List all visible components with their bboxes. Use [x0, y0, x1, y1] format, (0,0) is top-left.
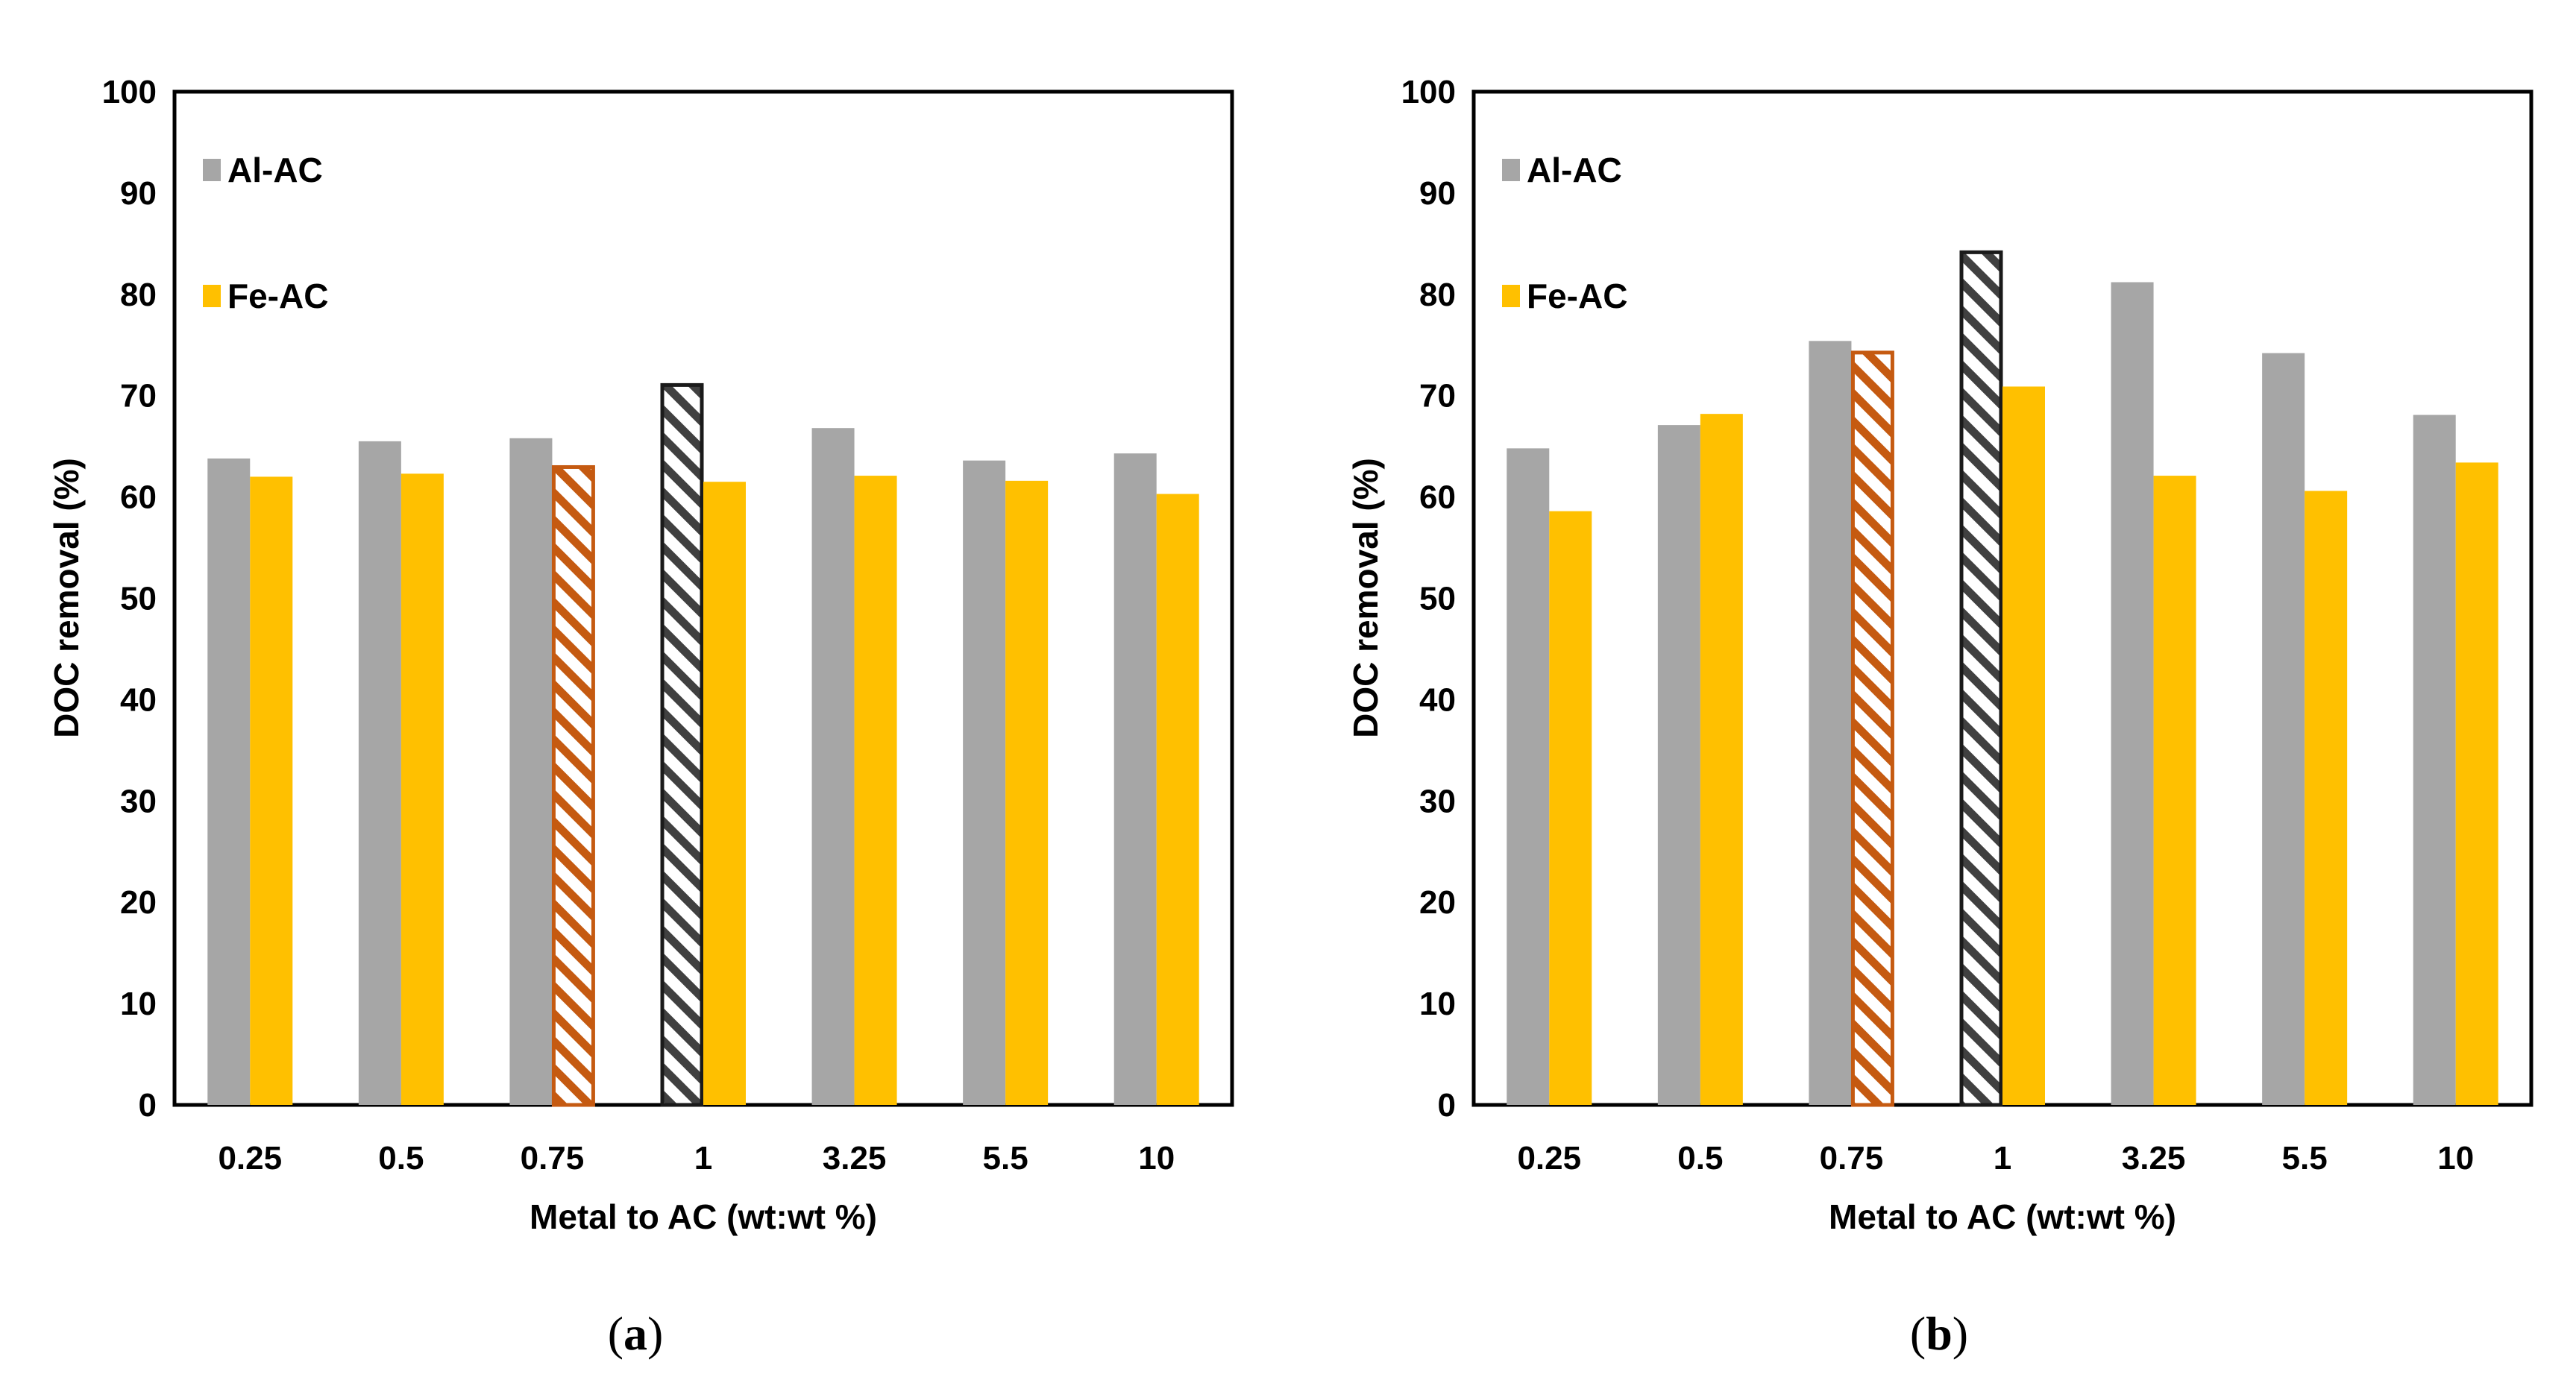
chart-panel-a: 0 10 20 30 40 50 60 70 80 90 100 0.25 0.5 0.75 1 3.25 5… [47, 74, 1234, 1360]
legend-label-fe-ac: Fe-AC [1527, 277, 1627, 315]
x-tick-label: 0.75 [521, 1140, 585, 1176]
chart-panel-b: 0 10 20 30 40 50 60 70 80 90 100 0.25 0.5 0.75 1 3.25 5… [1346, 74, 2533, 1360]
x-axis-title: Metal to AC (wt:wt %) [1829, 1197, 2176, 1236]
bar-fe-ac [1156, 494, 1199, 1105]
bar-al-ac [2262, 353, 2305, 1105]
x-tick-label: 0.25 [1517, 1140, 1581, 1176]
x-axis-title: Metal to AC (wt:wt %) [530, 1197, 877, 1236]
y-axis-title: DOC removal (%) [1346, 458, 1385, 738]
bars-group [207, 382, 1199, 1107]
x-tick-label: 10 [1138, 1140, 1175, 1176]
legend-swatch-fe-ac [1502, 285, 1520, 307]
x-tick-labels: 0.25 0.5 0.75 1 3.25 5.5 10 [1517, 1140, 2474, 1176]
y-axis-title: DOC removal (%) [47, 458, 86, 738]
x-tick-label: 3.25 [823, 1140, 887, 1176]
y-tick-label: 100 [1401, 74, 1456, 110]
y-tick-label: 0 [1438, 1087, 1456, 1124]
y-tick-label: 60 [120, 479, 157, 516]
x-tick-label: 1 [1994, 1140, 2011, 1176]
bar-fe-ac [2002, 386, 2045, 1105]
y-tick-label: 10 [120, 986, 157, 1022]
legend: Al-AC Fe-AC [203, 151, 328, 315]
bar-fe-ac [2153, 476, 2196, 1105]
y-tick-label: 10 [1419, 986, 1456, 1022]
y-tick-label: 60 [1419, 479, 1456, 516]
y-tick-label: 40 [1419, 681, 1456, 718]
x-tick-label: 0.75 [1820, 1140, 1884, 1176]
panel-caption: (a) [608, 1307, 664, 1360]
bar-al-ac [1657, 425, 1700, 1105]
bar-al-ac [207, 458, 251, 1105]
x-tick-label: 3.25 [2122, 1140, 2186, 1176]
caption-close-paren: ) [647, 1307, 663, 1360]
bar-fe-ac [400, 473, 444, 1105]
y-tick-label: 30 [120, 783, 157, 819]
y-tick-label: 50 [1419, 581, 1456, 617]
bar-al-ac [1507, 448, 1550, 1105]
caption-letter: a [623, 1307, 647, 1360]
caption-open-paren: ( [608, 1307, 623, 1360]
x-tick-label: 0.5 [378, 1140, 424, 1176]
bars-group [1507, 250, 2498, 1107]
y-tick-label: 50 [120, 581, 157, 617]
legend: Al-AC Fe-AC [1502, 151, 1627, 315]
caption-letter: b [1926, 1307, 1953, 1360]
bar-fe-ac [2455, 462, 2498, 1105]
bar-al-ac [2111, 282, 2154, 1106]
legend-label-al-ac: Al-AC [227, 151, 323, 189]
bar-fe-ac-highlighted [1850, 350, 1894, 1107]
x-tick-label: 0.25 [218, 1140, 282, 1176]
legend-swatch-al-ac [203, 159, 221, 181]
bar-al-ac [811, 428, 855, 1105]
bar-al-ac [358, 441, 401, 1105]
x-tick-label: 1 [694, 1140, 712, 1176]
y-tick-label: 90 [1419, 175, 1456, 212]
x-tick-label: 5.5 [983, 1140, 1028, 1176]
y-tick-label: 90 [120, 175, 157, 212]
bar-fe-ac [703, 482, 746, 1105]
bar-fe-ac [2305, 491, 2348, 1105]
bar-fe-ac [854, 476, 897, 1105]
legend-swatch-al-ac [1502, 159, 1520, 181]
y-tick-label: 0 [139, 1087, 157, 1124]
x-tick-label: 10 [2437, 1140, 2474, 1176]
bar-fe-ac-highlighted [551, 464, 595, 1107]
caption-close-paren: ) [1953, 1307, 1968, 1360]
y-tick-label: 70 [1419, 378, 1456, 415]
legend-label-fe-ac: Fe-AC [227, 277, 328, 315]
x-tick-label: 0.5 [1677, 1140, 1723, 1176]
bar-fe-ac [1700, 414, 1743, 1105]
legend-label-al-ac: Al-AC [1527, 151, 1622, 189]
y-tick-labels: 0 10 20 30 40 50 60 70 80 90 100 [102, 74, 157, 1124]
y-tick-label: 70 [120, 378, 157, 415]
bar-fe-ac [250, 476, 293, 1105]
y-tick-label: 30 [1419, 783, 1456, 819]
y-tick-label: 80 [1419, 277, 1456, 313]
y-tick-label: 80 [120, 277, 157, 313]
bar-al-ac [2413, 415, 2456, 1105]
legend-swatch-fe-ac [203, 285, 221, 307]
bar-al-ac [509, 438, 553, 1105]
x-tick-label: 5.5 [2282, 1140, 2328, 1176]
x-tick-labels: 0.25 0.5 0.75 1 3.25 5.5 10 [218, 1140, 1175, 1176]
y-tick-label: 20 [1419, 884, 1456, 921]
y-tick-labels: 0 10 20 30 40 50 60 70 80 90 100 [1401, 74, 1456, 1124]
caption-open-paren: ( [1910, 1307, 1926, 1360]
bar-al-ac [963, 460, 1006, 1105]
bar-fe-ac [1549, 511, 1592, 1105]
y-tick-label: 20 [120, 884, 157, 921]
bar-al-ac-highlighted [1959, 250, 2003, 1107]
y-tick-label: 40 [120, 681, 157, 718]
bar-al-ac-highlighted [660, 382, 704, 1107]
bar-fe-ac [1005, 480, 1049, 1105]
panel-caption: (b) [1910, 1307, 1968, 1360]
bar-al-ac [1809, 341, 1852, 1106]
y-tick-label: 100 [102, 74, 157, 110]
bar-al-ac [1113, 453, 1157, 1105]
